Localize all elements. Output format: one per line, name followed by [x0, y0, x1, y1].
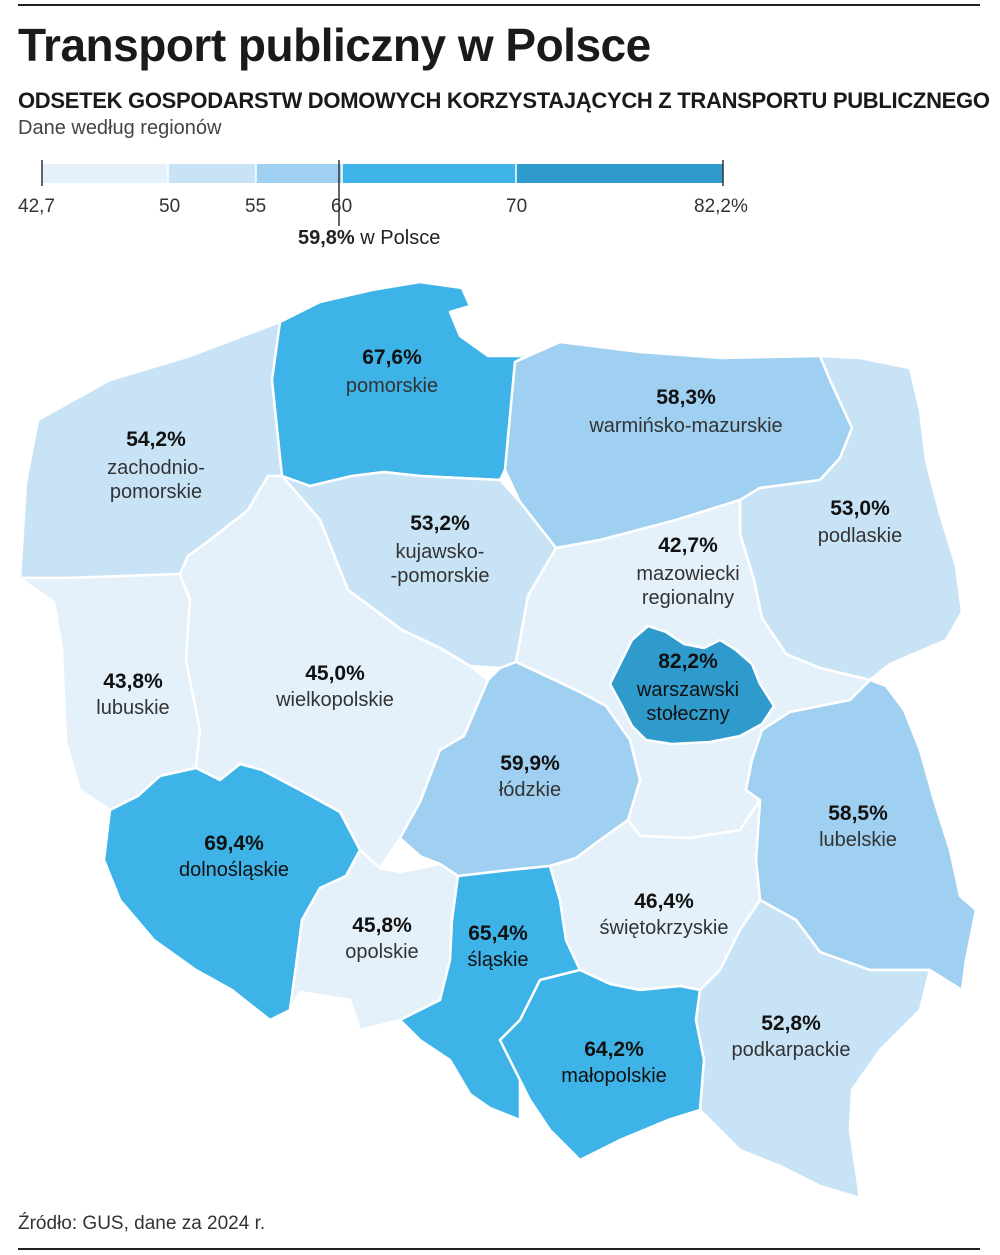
label-name-pomorskie: pomorskie — [346, 375, 438, 397]
legend-bin-4 — [342, 164, 516, 183]
legend: 42,7 50 55 60 70 82,2% — [18, 160, 748, 226]
national-average-value: 59,8% — [298, 227, 355, 249]
label-name-lubuskie: lubuskie — [96, 697, 169, 719]
label-value-kujawsko-pomorskie: 53,2% — [410, 512, 470, 535]
region-warszawski-stoleczny — [608, 624, 776, 746]
bottom-rule — [18, 1248, 980, 1250]
top-rule — [18, 4, 980, 6]
label-value-mazowiecki-regionalny: 42,7% — [658, 534, 718, 557]
label-value-lubuskie: 43,8% — [103, 670, 163, 693]
label-name-dolnoslaskie: dolnośląskie — [179, 859, 289, 881]
label-name-lubelskie: lubelskie — [819, 829, 897, 851]
label-name-mazowiecki-regionalny-2: regionalny — [642, 587, 734, 609]
label-value-opolskie: 45,8% — [352, 914, 412, 937]
region-shapes — [18, 280, 978, 1200]
label-value-malopolskie: 64,2% — [584, 1038, 644, 1061]
label-name-swietokrzyskie: świętokrzyskie — [600, 917, 729, 939]
label-name-opolskie: opolskie — [345, 941, 418, 963]
national-average-label: w Polsce — [360, 227, 441, 249]
legend-tick-1: 42,7 — [18, 196, 55, 217]
label-name-lodzkie: łódzkie — [499, 779, 561, 801]
label-value-zachodniopomorskie: 54,2% — [126, 428, 186, 451]
label-name-mazowiecki-regionalny-1: mazowiecki — [636, 563, 739, 585]
page-subtitle: ODSETEK GOSPODARSTW DOMOWYCH KORZYSTAJĄC… — [18, 88, 990, 113]
page-note: Dane według regionów — [18, 117, 222, 139]
label-value-lodzkie: 59,9% — [500, 752, 560, 775]
label-value-warszawski-stoleczny: 82,2% — [658, 650, 718, 673]
label-name-slaskie: śląskie — [467, 949, 528, 971]
label-value-podlaskie: 53,0% — [830, 497, 890, 520]
label-name-warszawski-stoleczny-1: warszawski — [636, 679, 739, 701]
legend-tick-2: 50 — [159, 196, 180, 217]
label-value-dolnoslaskie: 69,4% — [204, 832, 264, 855]
legend-bin-3 — [256, 164, 342, 183]
legend-scale — [41, 160, 724, 226]
page-title: Transport publiczny w Polsce — [18, 19, 651, 71]
legend-tick-4: 60 — [331, 196, 352, 217]
label-value-pomorskie: 67,6% — [362, 346, 422, 369]
label-name-podlaskie: podlaskie — [818, 525, 903, 547]
source-note: Źródło: GUS, dane za 2024 r. — [18, 1213, 266, 1234]
region-podkarpackie — [694, 898, 932, 1200]
label-value-slaskie: 65,4% — [468, 922, 528, 945]
label-name-warminsko-mazurskie: warmińsko-mazurskie — [588, 415, 782, 437]
legend-bin-1 — [42, 164, 168, 183]
label-value-podkarpackie: 52,8% — [761, 1012, 821, 1035]
label-name-malopolskie: małopolskie — [561, 1065, 667, 1087]
label-name-podkarpackie: podkarpackie — [732, 1039, 851, 1061]
label-value-swietokrzyskie: 46,4% — [634, 890, 694, 913]
region-labels: 67,6% pomorskie 58,3% warmińsko-mazurski… — [96, 346, 902, 1087]
label-name-zachodniopomorskie-1: zachodnio- — [107, 457, 205, 479]
legend-tick-5: 70 — [506, 196, 527, 217]
label-name-warszawski-stoleczny-2: stołeczny — [646, 703, 729, 725]
label-value-lubelskie: 58,5% — [828, 802, 888, 825]
label-value-warminsko-mazurskie: 58,3% — [656, 386, 716, 409]
legend-bin-5 — [516, 164, 723, 183]
legend-bin-2 — [168, 164, 256, 183]
label-value-wielkopolskie: 45,0% — [305, 662, 365, 685]
national-average: 59,8% w Polsce — [298, 227, 440, 250]
label-name-zachodniopomorskie-2: pomorskie — [110, 481, 202, 503]
legend-tick-6: 82,2% — [694, 196, 748, 217]
region-malopolskie — [498, 968, 706, 1162]
legend-tick-3: 55 — [245, 196, 266, 217]
label-name-kujawsko-pomorskie-2: -pomorskie — [391, 565, 490, 587]
label-name-kujawsko-pomorskie-1: kujawsko- — [396, 541, 485, 563]
label-name-wielkopolskie: wielkopolskie — [275, 689, 394, 711]
